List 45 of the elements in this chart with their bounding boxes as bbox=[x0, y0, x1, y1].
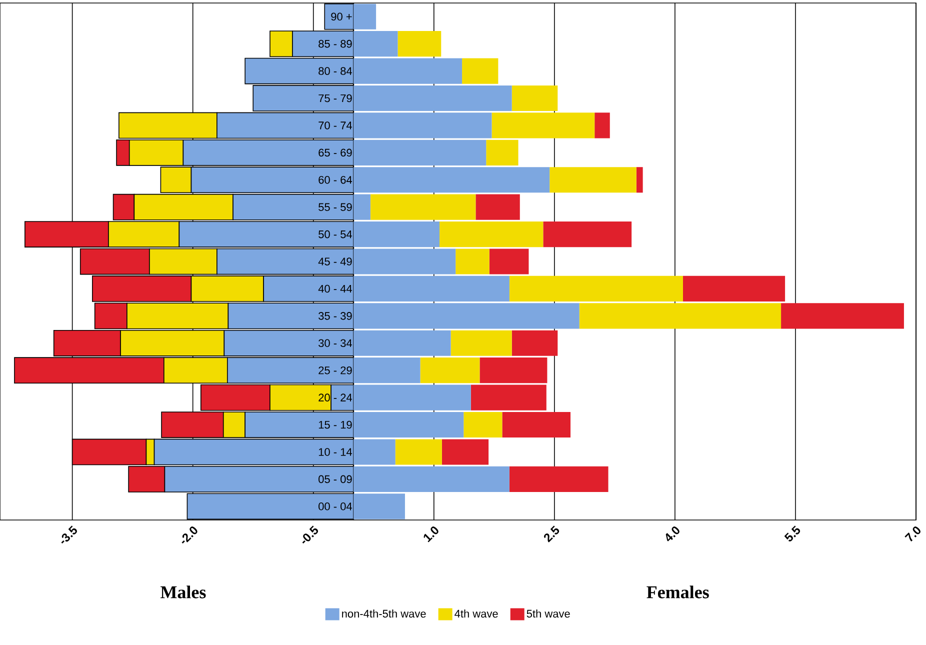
y-tick-label: 60 - 64 bbox=[318, 176, 352, 184]
y-tick-label: 30 - 34 bbox=[318, 339, 352, 348]
x-tick-label: 5.5 bbox=[784, 526, 800, 542]
y-tick-label: 15 - 19 bbox=[318, 420, 352, 429]
bar bbox=[462, 58, 498, 84]
y-tick-label: 75 - 79 bbox=[318, 94, 352, 102]
bar bbox=[550, 167, 636, 193]
y-tick-label: 90 + bbox=[331, 12, 352, 21]
text: Females bbox=[646, 586, 709, 598]
bar bbox=[464, 412, 502, 438]
y-tick-label: 80 - 84 bbox=[318, 67, 352, 75]
y-tick-label: 45 - 49 bbox=[318, 258, 352, 266]
x-tick-label: 2.5 bbox=[544, 526, 560, 542]
bar bbox=[489, 248, 529, 274]
bar bbox=[543, 222, 632, 248]
y-tick-label: 00 - 04 bbox=[318, 502, 352, 510]
y-tick-label: 35 - 39 bbox=[318, 312, 352, 320]
legend-label: 5th wave bbox=[526, 610, 570, 618]
bar bbox=[395, 439, 442, 465]
y-tick-label: 85 - 89 bbox=[318, 40, 352, 48]
bar bbox=[442, 439, 489, 465]
y-tick-label: 25 - 29 bbox=[318, 366, 352, 374]
y-tick-label: 10 - 14 bbox=[318, 448, 352, 456]
y-tick-label: 55 - 59 bbox=[318, 203, 352, 211]
legend-label: 4th wave bbox=[454, 610, 498, 618]
bar bbox=[509, 466, 608, 492]
x-tick-label: 4.0 bbox=[666, 526, 680, 542]
bar bbox=[476, 194, 520, 220]
y-tick-label: 70 - 74 bbox=[318, 122, 352, 130]
y-tick-label: 50 - 54 bbox=[318, 230, 352, 238]
x-tick-label: -0.5 bbox=[302, 526, 318, 544]
x-tick-label: 1.0 bbox=[424, 526, 438, 542]
legend-label: non-4th-5th wave bbox=[342, 610, 426, 618]
y-tick-label: 05 - 09 bbox=[318, 475, 352, 484]
text: Males bbox=[160, 586, 206, 598]
x-tick-label: -3.5 bbox=[61, 526, 77, 544]
y-tick-label: 40 - 44 bbox=[318, 284, 352, 293]
bar bbox=[486, 140, 518, 166]
y-tick-label: 65 - 69 bbox=[318, 148, 352, 157]
x-tick-label: -2.0 bbox=[182, 526, 198, 544]
x-tick-label: 7.0 bbox=[904, 526, 920, 542]
bar bbox=[594, 112, 610, 138]
bar bbox=[636, 167, 643, 193]
y-tick-label: 20 - 24 bbox=[318, 394, 352, 402]
bar bbox=[398, 31, 442, 57]
